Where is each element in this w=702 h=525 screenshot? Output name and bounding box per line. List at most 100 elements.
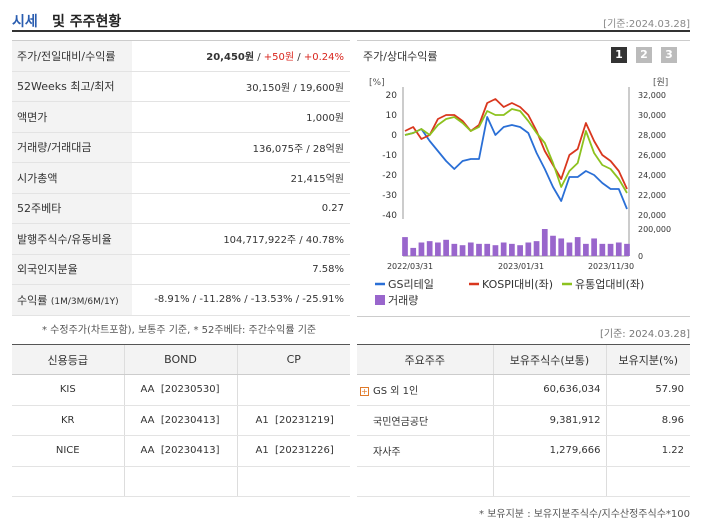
volume-bar <box>467 242 474 256</box>
major-holders-table: 주요주주 보유주식수(보통) 보유지분(%) + GS 외 1인 60,636,0… <box>357 344 690 497</box>
section-header: 시세 및 주주현황 [기준:2024.03.28] <box>12 8 690 32</box>
volume-bar <box>583 243 589 256</box>
summary-label: 액면가 <box>12 101 132 133</box>
chart-panel: 주가/상대수익률 1 2 3 [%] [원] 20 10 0 -10 -20 -30 -40 32… <box>357 40 690 317</box>
volume-bar <box>402 237 408 256</box>
credit-rating-table: 신용등급 BOND CP KIS AA [20230530] KR AA [20… <box>12 344 350 497</box>
credit-header-agency: 신용등급 <box>12 344 124 375</box>
returns-value: -8.91% / -11.28% / -13.53% / -25.91% <box>132 284 350 316</box>
volume-bar <box>566 242 573 256</box>
table-row <box>357 466 690 497</box>
series-line-1 <box>404 98 628 190</box>
summary-row: 발행주식수/유동비율 104,717,922주 / 40.78% <box>12 223 350 255</box>
volume-bar <box>435 242 441 256</box>
right-tick-label: 22,000 <box>638 191 666 200</box>
volume-bar <box>541 229 548 256</box>
holder-shares: 1,279,666 <box>492 435 606 467</box>
summary-label: 52Weeks 최고/최저 <box>12 71 132 102</box>
empty-cell <box>236 466 350 497</box>
left-axis-unit: [%] <box>369 78 385 88</box>
chart-page-1-button[interactable]: 1 <box>611 47 627 63</box>
table-row: NICE AA [20230413] A1 [20231226] <box>12 435 350 467</box>
summary-label: 발행주식수/유동비율 <box>12 223 132 255</box>
holder-name: 국민연금공단 <box>357 405 493 436</box>
right-tick-label: 24,000 <box>638 171 666 180</box>
expand-icon[interactable]: + <box>360 386 369 396</box>
empty-cell <box>123 466 237 497</box>
chart-page-2-button[interactable]: 2 <box>636 47 652 63</box>
summary-row: 시가총액 21,415억원 <box>12 162 350 194</box>
volume-bar <box>591 238 597 256</box>
holder-stake: 1.22 <box>605 435 690 467</box>
holders-header-shares: 보유주식수(보통) <box>492 344 606 375</box>
volume-bar <box>410 247 417 256</box>
section-title-sub: 및 주주현황 <box>52 14 122 30</box>
right-axis-unit: [원] <box>653 77 668 88</box>
right-tick-label: 30,000 <box>638 111 666 120</box>
credit-bond: AA [20230413] <box>123 435 237 467</box>
volume-bar <box>574 237 581 256</box>
volume-bar <box>509 243 515 256</box>
holder-shares: 9,381,912 <box>492 405 606 436</box>
returns-periods: (1M/3M/6M/1Y) <box>50 296 119 307</box>
return-chart: [%] [원] 20 10 0 -10 -20 -30 -40 32,000 30,000 28,00… <box>369 77 671 307</box>
legend-label-0: GS리테일 <box>388 277 434 291</box>
summary-value: 136,075주 / 28억원 <box>132 132 350 163</box>
holder-stake: 57.90 <box>605 374 690 406</box>
separator: / <box>254 52 264 64</box>
credit-cp: A1 [20231219] <box>236 405 350 436</box>
empty-cell <box>12 466 124 497</box>
volume-bar <box>500 242 507 256</box>
credit-agency: KIS <box>12 374 124 406</box>
volume-bar <box>484 243 491 256</box>
volume-bar <box>517 245 523 256</box>
legend-label-1: KOSPI대비(좌) <box>482 278 553 291</box>
summary-value: 104,717,922주 / 40.78% <box>132 223 350 255</box>
credit-header-bond: BOND <box>123 344 237 375</box>
legend-swatch-volume <box>375 295 385 305</box>
volume-bar <box>624 243 630 256</box>
as-of-date: [기준:2024.03.28] <box>603 19 690 30</box>
holder-shares: 60,636,034 <box>492 374 606 406</box>
right-tick-label: 32,000 <box>638 91 666 100</box>
volume-bar <box>533 241 540 256</box>
legend-label-2: 유통업대비(좌) <box>575 278 644 291</box>
table-row: 자사주 1,279,666 1.22 <box>357 435 690 467</box>
left-tick-label: 20 <box>386 91 398 101</box>
summary-row: 거래량/거래대금 136,075주 / 28억원 <box>12 132 350 163</box>
x-tick-label: 2022/03/31 <box>387 262 433 271</box>
holders-as-of-date: [기준: 2024.03.28] <box>599 329 690 340</box>
credit-cp: A1 [20231226] <box>236 435 350 467</box>
summary-row: 액면가 1,000원 <box>12 101 350 133</box>
credit-agency: NICE <box>12 435 124 467</box>
table-row: + GS 외 1인 60,636,034 57.90 <box>357 374 690 406</box>
holder-stake: 8.96 <box>605 405 690 436</box>
left-tick-label: 0 <box>391 131 397 141</box>
summary-row: 52Weeks 최고/최저 30,150원 / 19,600원 <box>12 71 350 102</box>
summary-row: 주가/전일대비/수익률 20,450원 / +50원 / +0.24% <box>12 40 350 72</box>
left-tick-label: -10 <box>382 151 397 161</box>
summary-row: 52주베타 0.27 <box>12 193 350 224</box>
volume-bar <box>492 245 499 256</box>
summary-value: 7.58% <box>132 254 350 285</box>
volume-bar <box>525 242 532 256</box>
volume-bar <box>459 245 466 256</box>
left-tick-label: -20 <box>382 171 397 181</box>
x-tick-label: 2023/01/31 <box>498 262 544 271</box>
left-tick-label: -30 <box>382 191 397 201</box>
separator: / <box>294 52 304 64</box>
right-tick-label: 20,000 <box>638 211 666 220</box>
volume-bar <box>550 235 556 256</box>
holder-name: 자사주 <box>357 435 493 467</box>
left-tick-label: -40 <box>382 211 397 221</box>
legend-label-volume: 거래량 <box>388 294 418 307</box>
price-change-rate: +0.24% <box>303 52 344 64</box>
summary-footnote: * 수정주가(차트포함), 보통주 기준, * 52주베타: 주간수익률 기준 <box>42 325 317 336</box>
current-price: 20,450원 <box>206 52 255 64</box>
holders-footnote: * 보유지분 : 보유지분주식수/지수산정주식수*100 <box>479 509 690 520</box>
right-tick-label: 26,000 <box>638 151 666 160</box>
summary-label: 거래량/거래대금 <box>12 132 132 163</box>
summary-label: 시가총액 <box>12 162 132 194</box>
chart-page-3-button[interactable]: 3 <box>661 47 677 63</box>
volume-bar <box>558 238 565 256</box>
